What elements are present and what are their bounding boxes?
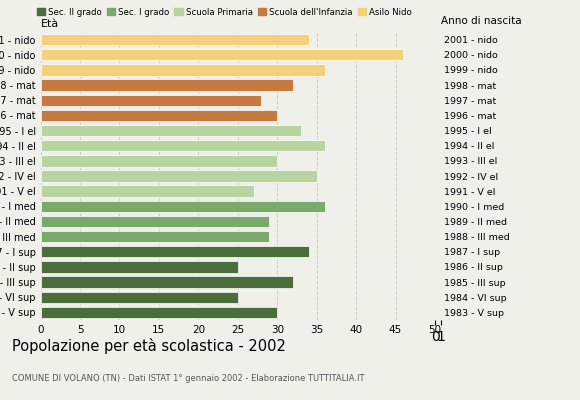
Bar	[41, 292, 238, 303]
Bar	[41, 94, 262, 106]
Bar	[41, 216, 269, 227]
Bar	[41, 186, 253, 197]
Bar	[41, 110, 277, 121]
Bar	[41, 201, 325, 212]
Bar	[41, 49, 404, 60]
Bar	[41, 307, 277, 318]
Bar	[41, 261, 238, 273]
Bar	[41, 276, 293, 288]
Text: Anno di nascita: Anno di nascita	[441, 16, 521, 26]
Bar	[41, 246, 309, 258]
Text: Popolazione per età scolastica - 2002: Popolazione per età scolastica - 2002	[12, 338, 285, 354]
Text: Età: Età	[41, 19, 59, 29]
Bar	[41, 79, 293, 91]
Bar	[41, 64, 325, 76]
Bar	[41, 125, 301, 136]
Bar	[41, 155, 277, 166]
Text: COMUNE DI VOLANO (TN) - Dati ISTAT 1° gennaio 2002 - Elaborazione TUTTITALIA.IT: COMUNE DI VOLANO (TN) - Dati ISTAT 1° ge…	[12, 374, 364, 383]
Bar	[41, 34, 309, 45]
Bar	[41, 140, 325, 151]
Bar	[41, 231, 269, 242]
Bar	[41, 170, 317, 182]
Legend: Sec. II grado, Sec. I grado, Scuola Primaria, Scuola dell'Infanzia, Asilo Nido: Sec. II grado, Sec. I grado, Scuola Prim…	[33, 4, 415, 20]
